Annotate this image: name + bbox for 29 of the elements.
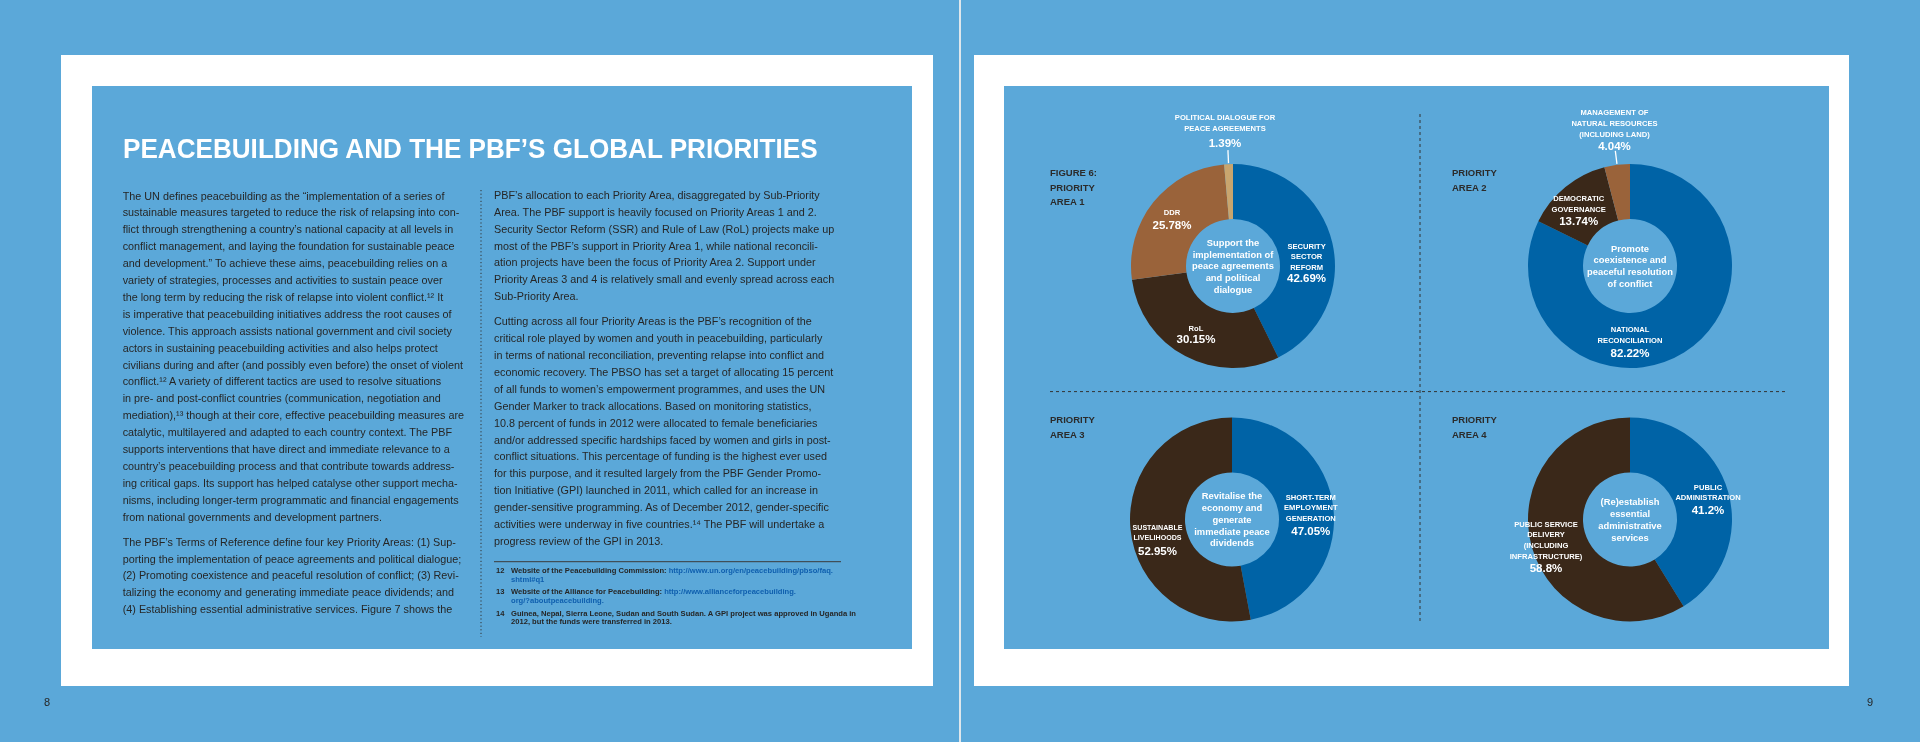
- data-label: 41.2%: [1691, 504, 1725, 516]
- data-label: 4.04%: [1598, 139, 1631, 152]
- text: Cutting across all four Priority Areas is the PBF’s recognition of the critical role played by women and youth in peacebuilding, particularly in terms of national reconciliation, preventing relapse into conflict and economic recovery. The PBSO has set a target of allocating 15 percent of all funds to women’s empowerment programmes, and uses the UN Gender Marker to track allocations. Based on monitoring statistics, 10.8 percent of funds in 2012 were allocated to female beneficiaries and/or addressed specific hardships faced by women and girls in post- conflict situations. This percentage of funding is the highest ever used for this purpose, and it resulted largely from the PBF Gender Promo- tion Initiative (GPI) launched in 2011, which called for an increase in gender-sensitive programming. As of December 2012, gender-specific activities were underway in five countries.¹⁴ The PBF will undertake a progress review of the GPI in 2013.: [494, 315, 834, 547]
- data-label: 30.15%: [1176, 333, 1216, 345]
- data-label: 82.22%: [1610, 347, 1650, 359]
- text: FIGURE 6: PRIORITY AREA 1: [1050, 166, 1097, 208]
- data-label: 25.78%: [1152, 219, 1192, 232]
- data-label: 1.39%: [1208, 136, 1242, 149]
- text: PEACEBUILDING AND THE PBF’S GLOBAL PRIORITIES: [123, 134, 818, 165]
- data-label: 47.05%: [1291, 525, 1331, 537]
- text: Promote coexistence and peaceful resolution of conflict: [1587, 242, 1674, 289]
- text: PRIORITY AREA 4: [1452, 414, 1498, 440]
- text: PBF’s allocation to each Priority Area, disaggregated by Sub-Priority Area. The PBF support is heavily focused on Priority Areas 1 and 2. Security Sector Reform (SSR) and Rule of Law (RoL) projects make up most of the PBF’s support in Priority Area 1, while national reconcili- ation projects have been the focus of Priority Area 2. Support under Priority Areas 3 and 4 is relatively small and evenly spread across each Sub-Priority Area.: [494, 188, 835, 303]
- text: 8: [43, 696, 51, 708]
- text: Support the implementation of peace agreements and political dialogue: [1192, 236, 1275, 295]
- text: 9: [1866, 696, 1874, 708]
- donut-slice: [1131, 272, 1279, 368]
- text: The UN defines peacebuilding as the “implementation of a series of sustainable measures targeted to reduce the risk of relapsing into con- flict through strengthening a country’s national capacity at all levels in conflict management, and laying the foundation for sustainable peace and development.” To achieve these aims, peacebuilding relies on a variety of strategies, processes and activities to sustain peace over the long term by reducing the risk of relapse into violent conflict.¹² It is imperative that peacebuilding initiatives address the root causes of violence. This approach assists national government and civil society actors in sustaining peacebuilding activities and also helps protect civilians during and after (and possibly even before) the onset of violent conflict.¹² A variety of different tactics are used to resolve situations in pre- and post-conflict countries (communication, negotiation and mediation),¹³ though at their core, effective peacebuilding measures are catalytic, multilayered and adapted to each country context. The PBF supports interventions that have direct and immediate relevance to a country’s peacebuilding process and that contribute towards address- ing critical gaps. Its support has helped catalyse other support mecha- nisms, including longer-term programmatic and financial engagements from national governments and development partners.: [122, 189, 464, 523]
- donut-slice: [1224, 164, 1233, 220]
- donut-slice: [1528, 164, 1732, 368]
- donut-slice: [1604, 164, 1630, 221]
- text: PRIORITY AREA 3: [1050, 414, 1096, 440]
- data-label: 52.95%: [1137, 545, 1178, 557]
- text: Revitalise the economy and generate immediate peace dividends: [1194, 490, 1270, 549]
- data-label: 13.74%: [1559, 215, 1599, 227]
- text: PRIORITY AREA 2: [1452, 166, 1498, 193]
- text: The PBF’s Terms of Reference define four key Priority Areas: (1) Sup- porting the implementation of peace agreements and political dialogue; (2) Promoting coexistence and peaceful resolution of conflict; (3) Revi- talizing the economy and generating immediate peace dividends; and (4) Establishing essential administrative services. Figure 7 shows the: [122, 535, 462, 616]
- data-label: 42.69%: [1287, 271, 1327, 284]
- text: (Re)establish essential administrative services: [1598, 496, 1662, 543]
